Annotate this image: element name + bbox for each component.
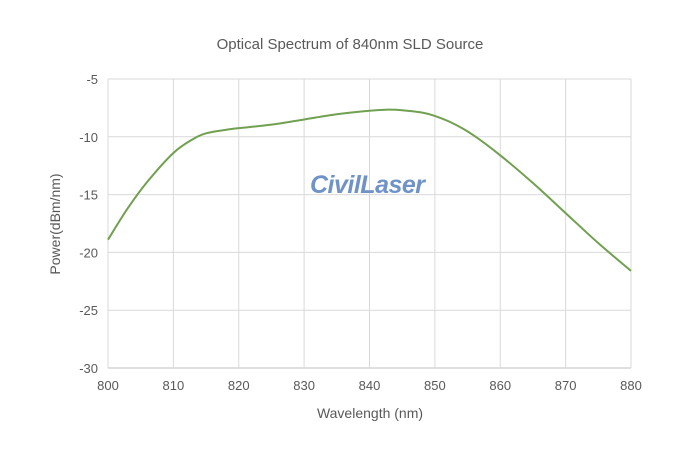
y-axis-label: Power(dBm/nm) [47, 173, 63, 274]
civillaser-watermark: CivilLaser [310, 171, 425, 199]
x-tick-label: 830 [293, 378, 315, 393]
y-tick-label: -20 [79, 245, 98, 260]
spectrum-line [107, 108, 632, 272]
x-tick-label: 860 [489, 378, 511, 393]
x-tick-label: 840 [359, 378, 381, 393]
y-tick-label: -5 [86, 72, 98, 87]
y-tick-label: -10 [79, 130, 98, 145]
x-tick-label: 850 [424, 378, 446, 393]
x-axis-ticks: 800 810 820 830 840 850 860 870 880 [97, 378, 642, 393]
y-tick-label: -30 [79, 361, 98, 376]
x-tick-label: 820 [228, 378, 250, 393]
y-tick-label: -15 [79, 188, 98, 203]
x-tick-label: 880 [620, 378, 642, 393]
x-tick-label: 800 [97, 378, 119, 393]
x-tick-label: 810 [163, 378, 185, 393]
y-tick-label: -25 [79, 303, 98, 318]
chart-title: Optical Spectrum of 840nm SLD Source [216, 36, 484, 53]
x-tick-label: 870 [555, 378, 577, 393]
y-axis-ticks: -5 -10 -15 -20 -25 -30 [79, 72, 98, 376]
gridlines [107, 78, 632, 369]
x-axis-label: Wavelength (nm) [317, 405, 423, 421]
